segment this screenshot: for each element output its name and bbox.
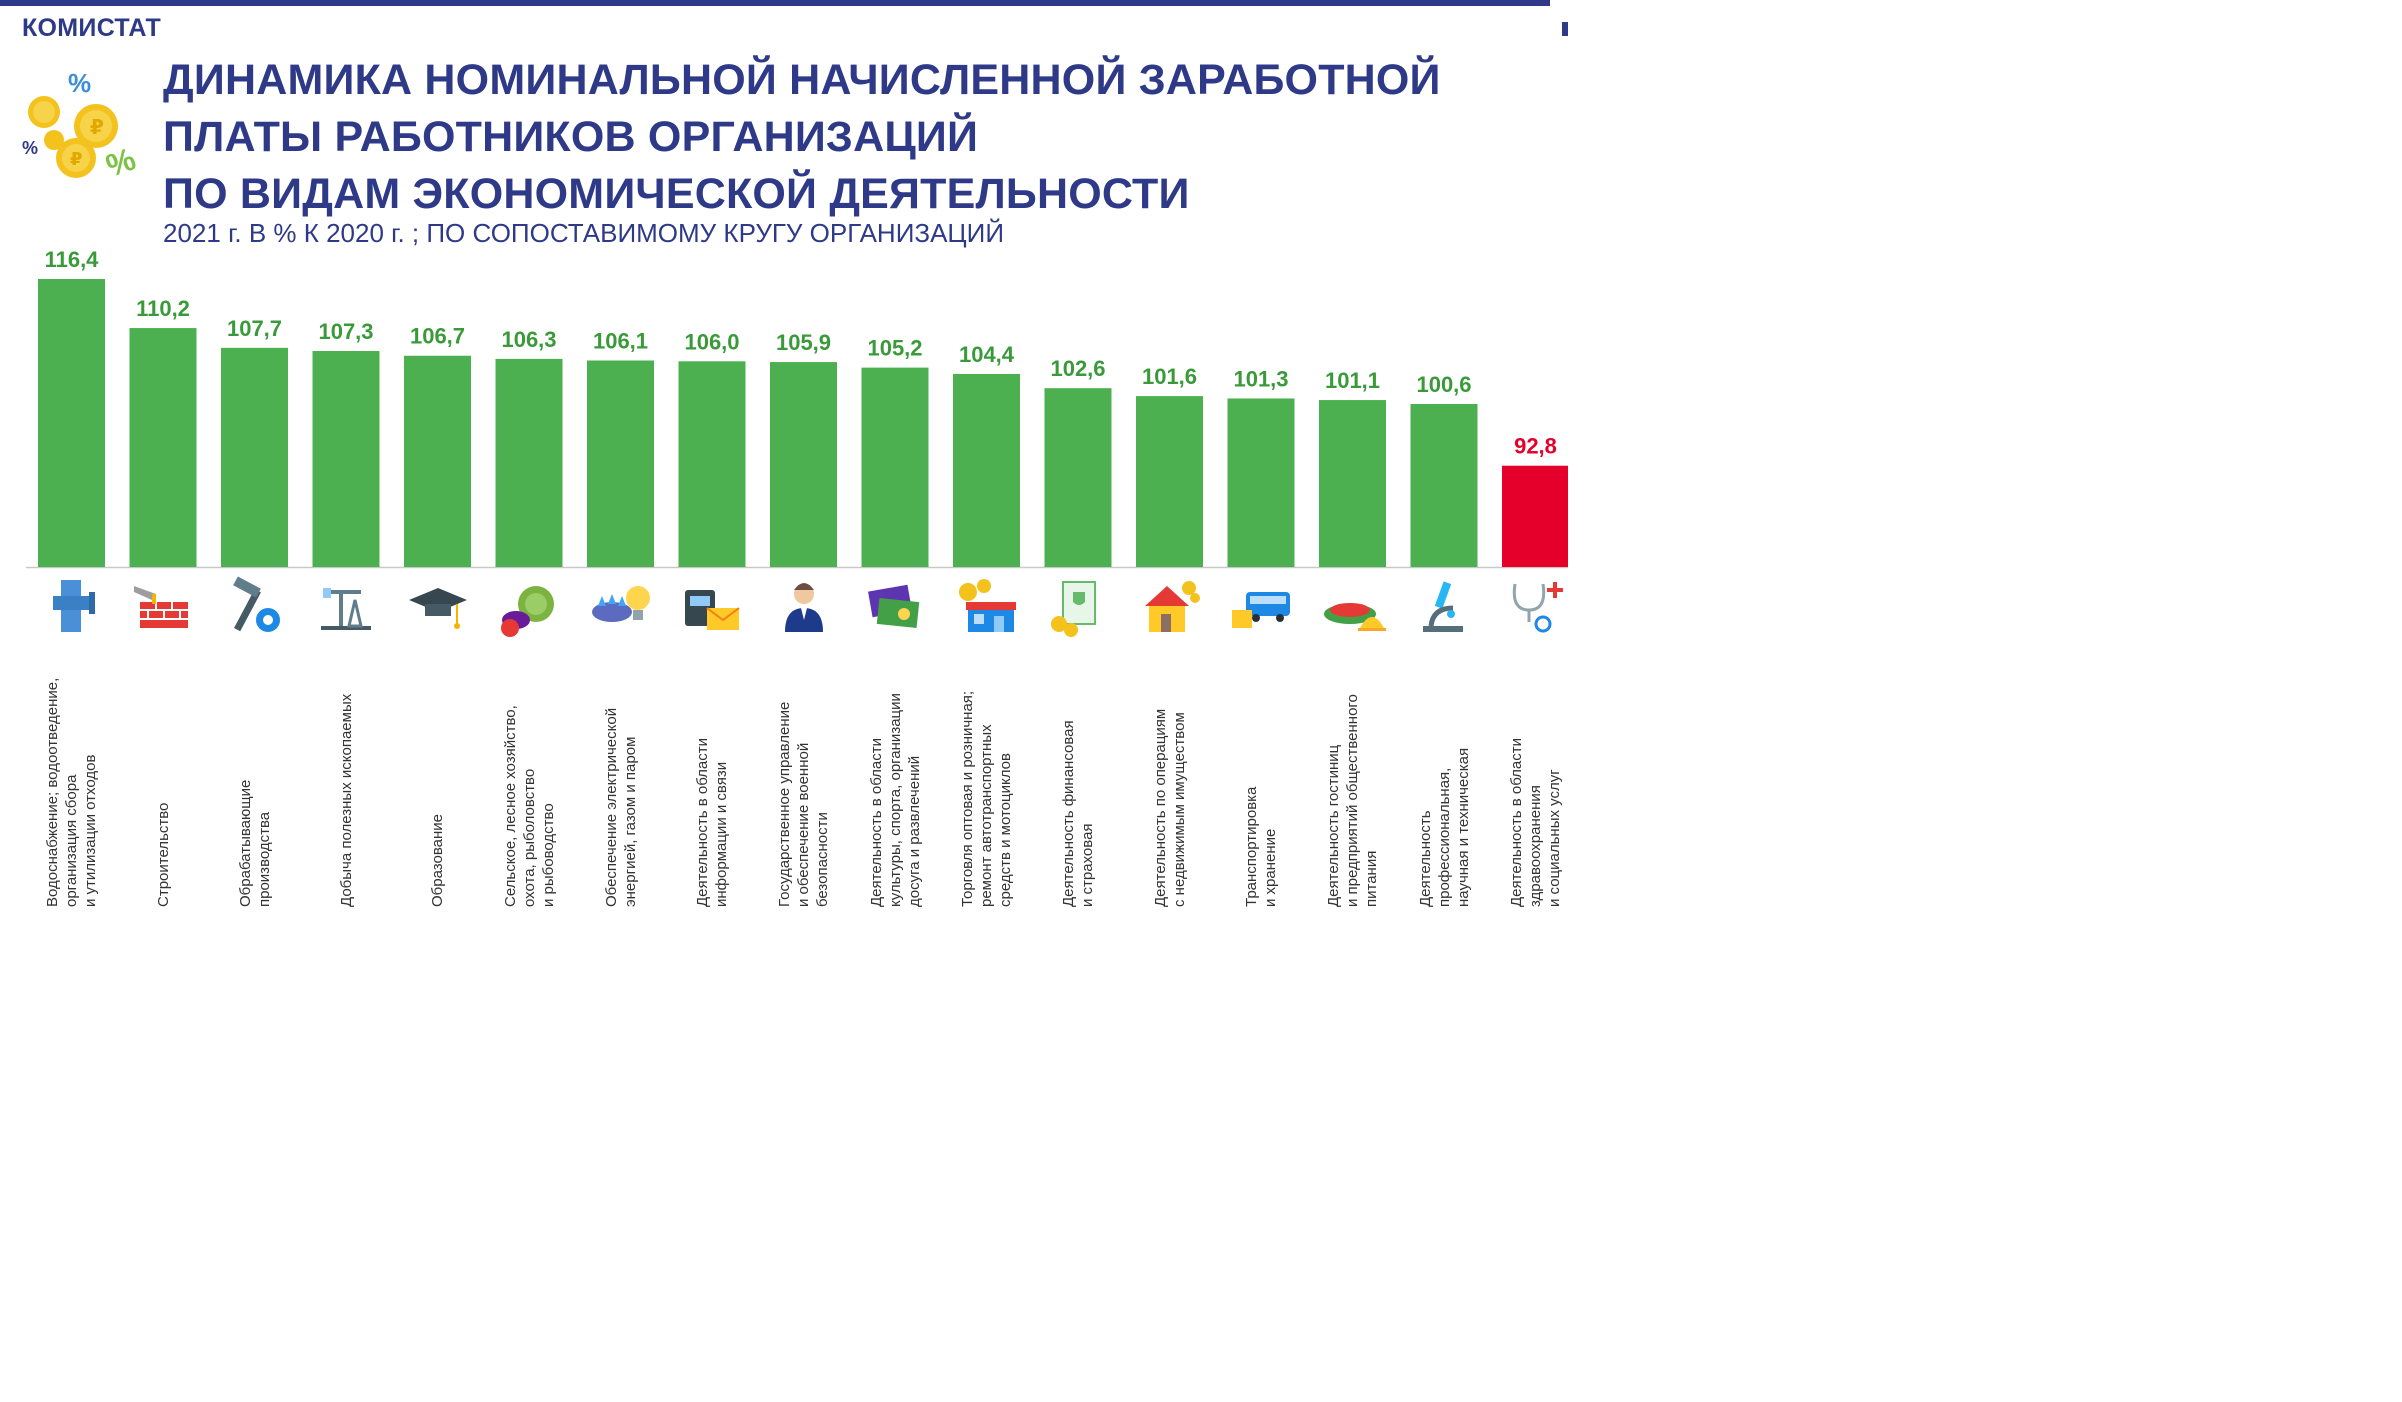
data-label: 101,6: [1142, 364, 1197, 389]
category-label: Сельское, лесное хозяйство, охота, рыбол…: [501, 705, 557, 907]
category-label: Обрабатывающие производства: [236, 779, 273, 907]
bar: [1227, 398, 1295, 567]
coins-percent-logo: % % % ₽ ₽: [22, 68, 140, 184]
data-label: 116,4: [45, 247, 100, 272]
data-label: 106,3: [501, 327, 556, 352]
document-coins-icon: [1045, 574, 1111, 640]
data-label: 92,8: [1514, 434, 1557, 459]
data-label: 101,3: [1233, 366, 1288, 391]
category-label: Деятельность профессиональная, научная и…: [1416, 747, 1472, 907]
stethoscope-icon: [1503, 574, 1569, 640]
dish-icon: [1320, 574, 1386, 640]
top-accent-bar: [0, 0, 1550, 6]
data-label: 105,9: [776, 330, 831, 355]
gas-burner-bulb-icon: [588, 574, 654, 640]
shop-coins-icon: [954, 574, 1020, 640]
category-label: Государственное управление и обеспечение…: [776, 701, 831, 907]
svg-text:%: %: [68, 68, 91, 98]
bar: [1410, 404, 1478, 567]
data-label: 107,3: [318, 319, 373, 344]
data-label: 101,1: [1325, 368, 1380, 393]
bar-chart-svg: 116,4 110,2 107,7 107,3 106,7 106,3 106,1 106,0…: [26, 247, 1568, 569]
brand-name: КОМИСТАТ: [22, 14, 162, 42]
official-person-icon: [771, 574, 837, 640]
bar: [404, 355, 471, 567]
bar: [1502, 465, 1568, 567]
category-label: Строительство: [154, 802, 172, 907]
bar: [1319, 400, 1386, 567]
bar: [953, 373, 1020, 567]
data-label: 106,7: [410, 324, 465, 349]
category-label: Деятельность в области культуры, спорта,…: [867, 693, 923, 907]
top-right-mark: [1562, 22, 1568, 36]
svg-text:%: %: [101, 140, 140, 184]
data-label: 107,7: [227, 316, 282, 341]
bar: [129, 328, 197, 567]
graduation-cap-icon: [405, 574, 471, 640]
category-label: Деятельность по операциям с недвижимым и…: [1151, 708, 1188, 907]
category-label: Транспортировка и хранение: [1243, 786, 1279, 907]
chart-subtitle: 2021 г. В % К 2020 г. ; ПО СОПОСТАВИМОМУ…: [163, 218, 1005, 248]
hammer-gear-icon: [222, 574, 288, 640]
microscope-icon: [1411, 574, 1477, 640]
data-label: 100,6: [1416, 372, 1471, 397]
pipe-icon: [39, 574, 105, 640]
house-coins-icon: [1137, 574, 1203, 640]
oil-rig-icon: [313, 574, 379, 640]
category-label: Водоснабжение; водоотведение, организаци…: [44, 677, 99, 907]
bar: [678, 361, 746, 567]
svg-text:₽: ₽: [70, 149, 83, 170]
bar: [1044, 388, 1112, 567]
category-label: Деятельность в области здравоохранения и…: [1508, 738, 1563, 907]
phone-mail-icon: [679, 574, 745, 640]
bar: [38, 279, 105, 567]
category-label: Образование: [429, 814, 446, 907]
data-label: 110,2: [136, 296, 190, 321]
data-label: 106,0: [684, 329, 739, 354]
bar: [221, 347, 288, 567]
bar: [861, 367, 929, 567]
bar: [312, 351, 380, 567]
bar: [770, 362, 837, 567]
bar: [587, 360, 654, 567]
bar-chart: 116,4 110,2 107,7 107,3 106,7 106,3 106,1 106,0…: [0, 240, 1568, 913]
data-label: 106,1: [593, 328, 648, 353]
bar: [1136, 396, 1203, 567]
svg-text:₽: ₽: [90, 115, 104, 139]
svg-text:%: %: [22, 138, 38, 158]
data-label: 105,2: [867, 336, 922, 361]
category-label: Обеспечение электрической энергией, газо…: [602, 707, 639, 907]
category-label: Деятельность финансовая и страховая: [1060, 720, 1096, 907]
data-label: 102,6: [1050, 356, 1105, 381]
category-label: Торговля оптовая и розничная; ремонт авт…: [959, 690, 1014, 907]
category-label: Деятельность в области информации и связ…: [694, 738, 730, 907]
category-label: Добыча полезных ископаемых: [337, 693, 355, 907]
bus-box-icon: [1228, 574, 1294, 640]
brick-wall-icon: [130, 574, 196, 640]
category-icons-layer: Водоснабжение; водоотведение, организаци…: [0, 240, 1568, 913]
data-label: 104,4: [959, 342, 1015, 367]
bar: [495, 358, 563, 567]
theater-tickets-icon: [862, 574, 928, 640]
vegetables-icon: [496, 574, 562, 640]
chart-title: ДИНАМИКА НОМИНАЛЬНОЙ НАЧИСЛЕННОЙ ЗАРАБОТ…: [163, 56, 1441, 218]
category-label: Деятельность гостиниц и предприятий обще…: [1325, 694, 1380, 907]
